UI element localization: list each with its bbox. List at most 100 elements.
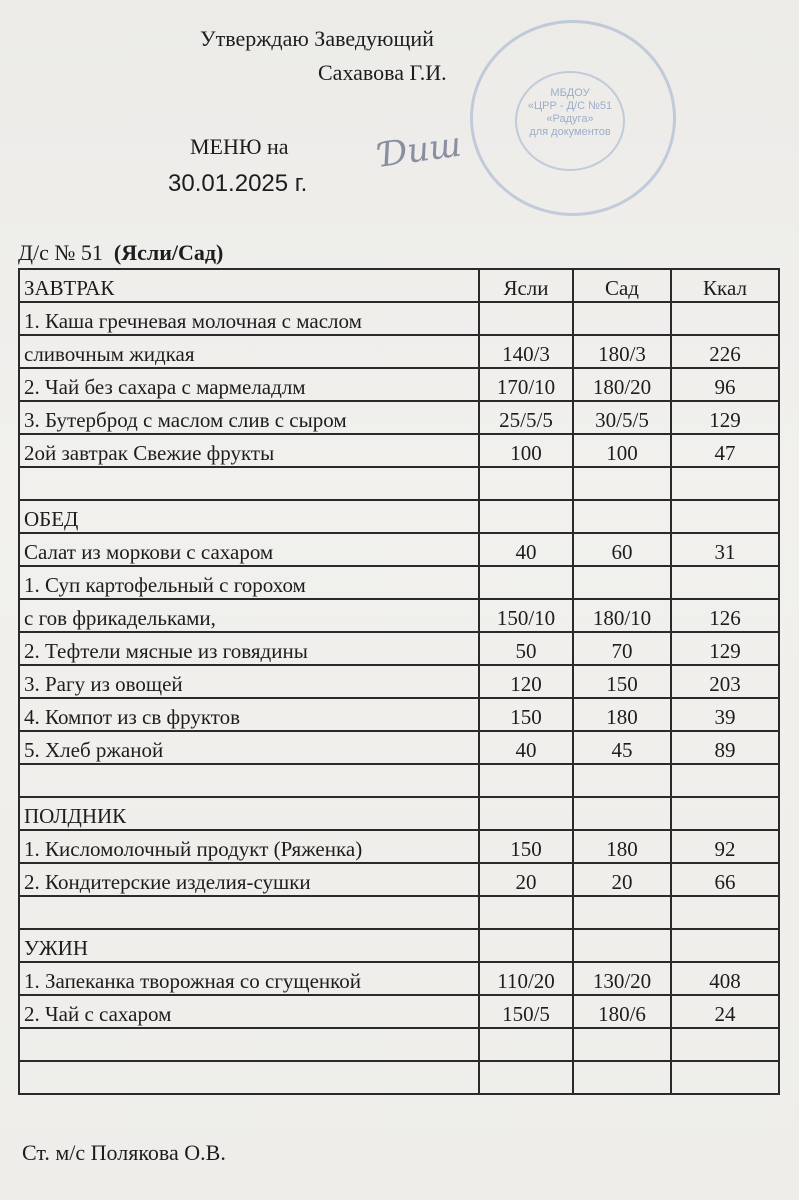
table-row: 4. Компот из св фруктов 150 180 39 [18,697,780,732]
table-row: 1. Каша гречневая молочная с маслом [18,301,780,336]
dish-name: 4. Компот из св фруктов [18,697,480,732]
dish-name [18,1060,480,1095]
garden-portion: 150 [572,664,672,699]
nursery-portion: 140/3 [478,334,574,369]
dish-name: 2. Чай с сахаром [18,994,480,1029]
menu-table: ЗАВТРАК Ясли Сад Ккал 1. Каша гречневая … [18,268,780,1095]
garden-portion: 180 [572,829,672,864]
kcal [670,466,780,501]
nursery-portion: 150/5 [478,994,574,1029]
table-header-row: ЗАВТРАК Ясли Сад Ккал [18,268,780,303]
garden-portion: 45 [572,730,672,765]
kcal: 31 [670,532,780,567]
approval-line: Утверждаю Заведующий [200,26,434,51]
signed-by: Ст. м/с Полякова О.В. [22,1140,226,1165]
kcal: 129 [670,400,780,435]
stamp-line: «Радуга» [546,113,594,125]
dish-name: ПОЛДНИК [18,796,480,831]
dish-name: 2. Тефтели мясные из говядины [18,631,480,666]
menu-date: 30.01.2025 г. [168,170,308,197]
dish-name: 3. Рагу из овощей [18,664,480,699]
stamp-line: МБДОУ [550,87,590,99]
nursery-portion [478,763,574,798]
dish-name: 1. Запеканка творожная со сгущенкой [18,961,480,996]
table-row: 1. Кисломолочный продукт (Ряженка) 150 180… [18,829,780,864]
kcal [670,1027,780,1062]
kcal [670,499,780,534]
kcal [670,895,780,930]
nursery-portion: 50 [478,631,574,666]
org-number: Д/с № 51 [18,240,103,265]
column-header-nursery: Ясли [478,268,574,303]
nursery-portion [478,565,574,600]
dish-name [18,763,480,798]
nursery-portion: 110/20 [478,961,574,996]
garden-portion [572,895,672,930]
table-row: 2. Кондитерские изделия-сушки 20 20 66 [18,862,780,897]
nursery-portion: 40 [478,730,574,765]
dish-name: с гов фрикадельками, [18,598,480,633]
kcal: 47 [670,433,780,468]
table-row: 3. Бутерброд с маслом слив с сыром 25/5/5… [18,400,780,435]
garden-portion: 180/6 [572,994,672,1029]
kcal: 129 [670,631,780,666]
kcal: 66 [670,862,780,897]
kcal [670,928,780,963]
kcal [670,796,780,831]
kcal: 89 [670,730,780,765]
column-header-meal: ЗАВТРАК [18,268,480,303]
kcal: 408 [670,961,780,996]
nursery-portion [478,796,574,831]
dish-name: 5. Хлеб ржаной [18,730,480,765]
table-row: с гов фрикадельками, 150/10 180/10 126 [18,598,780,633]
table-row: УЖИН [18,928,780,963]
kcal [670,763,780,798]
nursery-portion: 150 [478,829,574,864]
kcal: 96 [670,367,780,402]
org-group: (Ясли/Сад) [113,240,224,265]
dish-name: УЖИН [18,928,480,963]
nursery-portion: 150/10 [478,598,574,633]
table-row [18,763,780,798]
garden-portion: 180/3 [572,334,672,369]
handwritten-signature: Ɗиш [377,124,464,176]
garden-portion: 70 [572,631,672,666]
nursery-portion [478,499,574,534]
nursery-portion: 20 [478,862,574,897]
nursery-portion: 25/5/5 [478,400,574,435]
dish-name: 1. Каша гречневая молочная с маслом [18,301,480,336]
kcal: 92 [670,829,780,864]
dish-name: 3. Бутерброд с маслом слив с сыром [18,400,480,435]
kcal [670,565,780,600]
dish-name: 1. Суп картофельный с горохом [18,565,480,600]
dish-name: 2. Кондитерские изделия-сушки [18,862,480,897]
table-row [18,1027,780,1062]
nursery-portion: 150 [478,697,574,732]
table-row: 1. Запеканка творожная со сгущенкой 110/2… [18,961,780,996]
garden-portion: 30/5/5 [572,400,672,435]
garden-portion [572,763,672,798]
menu-title: МЕНЮ на [190,134,289,159]
table-row: 2ой завтрак Свежие фрукты 100 100 47 [18,433,780,468]
dish-name: 2. Чай без сахара с мармеладлм [18,367,480,402]
kcal: 39 [670,697,780,732]
nursery-portion [478,301,574,336]
garden-portion: 180 [572,697,672,732]
nursery-portion: 170/10 [478,367,574,402]
garden-portion [572,928,672,963]
table-row: 2. Тефтели мясные из говядины 50 70 129 [18,631,780,666]
garden-portion: 60 [572,532,672,567]
nursery-portion: 100 [478,433,574,468]
dish-name: 1. Кисломолочный продукт (Ряженка) [18,829,480,864]
dish-name [18,1027,480,1062]
table-row [18,466,780,501]
kindergarten-label: Д/с № 51 (Ясли/Сад) [18,240,223,266]
head-name: Сахавова Г.И. [318,60,447,85]
garden-portion: 180/20 [572,367,672,402]
garden-portion: 180/10 [572,598,672,633]
kcal: 126 [670,598,780,633]
garden-portion [572,499,672,534]
table-row: Салат из моркови с сахаром 40 60 31 [18,532,780,567]
garden-portion [572,796,672,831]
